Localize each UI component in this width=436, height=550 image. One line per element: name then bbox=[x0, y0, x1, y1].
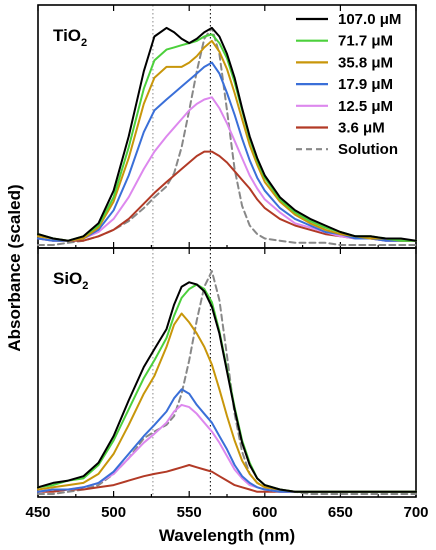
series-line-35-8 bbox=[37, 39, 417, 242]
legend: 107.0 μM 71.7 μM 35.8 μM 17.9 μM 12.5 μM 3.6 … bbox=[296, 11, 401, 158]
series-line-107-0 bbox=[37, 281, 417, 493]
series-line-Solution bbox=[37, 270, 417, 495]
legend-label: 3.6 μM bbox=[338, 120, 385, 137]
x-tick-label: 600 bbox=[252, 504, 277, 521]
reference-lines bbox=[152, 5, 211, 497]
panel-label: SiO2 bbox=[53, 269, 88, 292]
panel-tio2: TiO2 bbox=[37, 4, 417, 249]
y-axis-title: Absorbance (scaled) bbox=[5, 184, 24, 351]
x-tick-label: 650 bbox=[328, 504, 353, 521]
panel-sio2: SiO2 bbox=[37, 247, 417, 498]
panel-label: TiO2 bbox=[53, 26, 87, 49]
legend-label: 71.7 μM bbox=[338, 33, 393, 50]
x-axis: 450 500 550 600 650 700 bbox=[25, 504, 428, 521]
x-tick-label: 450 bbox=[25, 504, 50, 521]
series-line-12-5 bbox=[37, 96, 417, 242]
series-line-107-0 bbox=[37, 26, 417, 242]
x-axis-title: Wavelength (nm) bbox=[159, 526, 295, 545]
x-tick-label: 550 bbox=[177, 504, 202, 521]
series-line-71-7 bbox=[37, 283, 417, 493]
x-tick-label: 700 bbox=[403, 504, 428, 521]
legend-label: 35.8 μM bbox=[338, 54, 393, 71]
legend-label: Solution bbox=[338, 141, 398, 158]
legend-label: 12.5 μM bbox=[338, 98, 393, 115]
legend-label: 17.9 μM bbox=[338, 76, 393, 93]
x-tick-label: 500 bbox=[101, 504, 126, 521]
legend-label: 107.0 μM bbox=[338, 11, 401, 28]
